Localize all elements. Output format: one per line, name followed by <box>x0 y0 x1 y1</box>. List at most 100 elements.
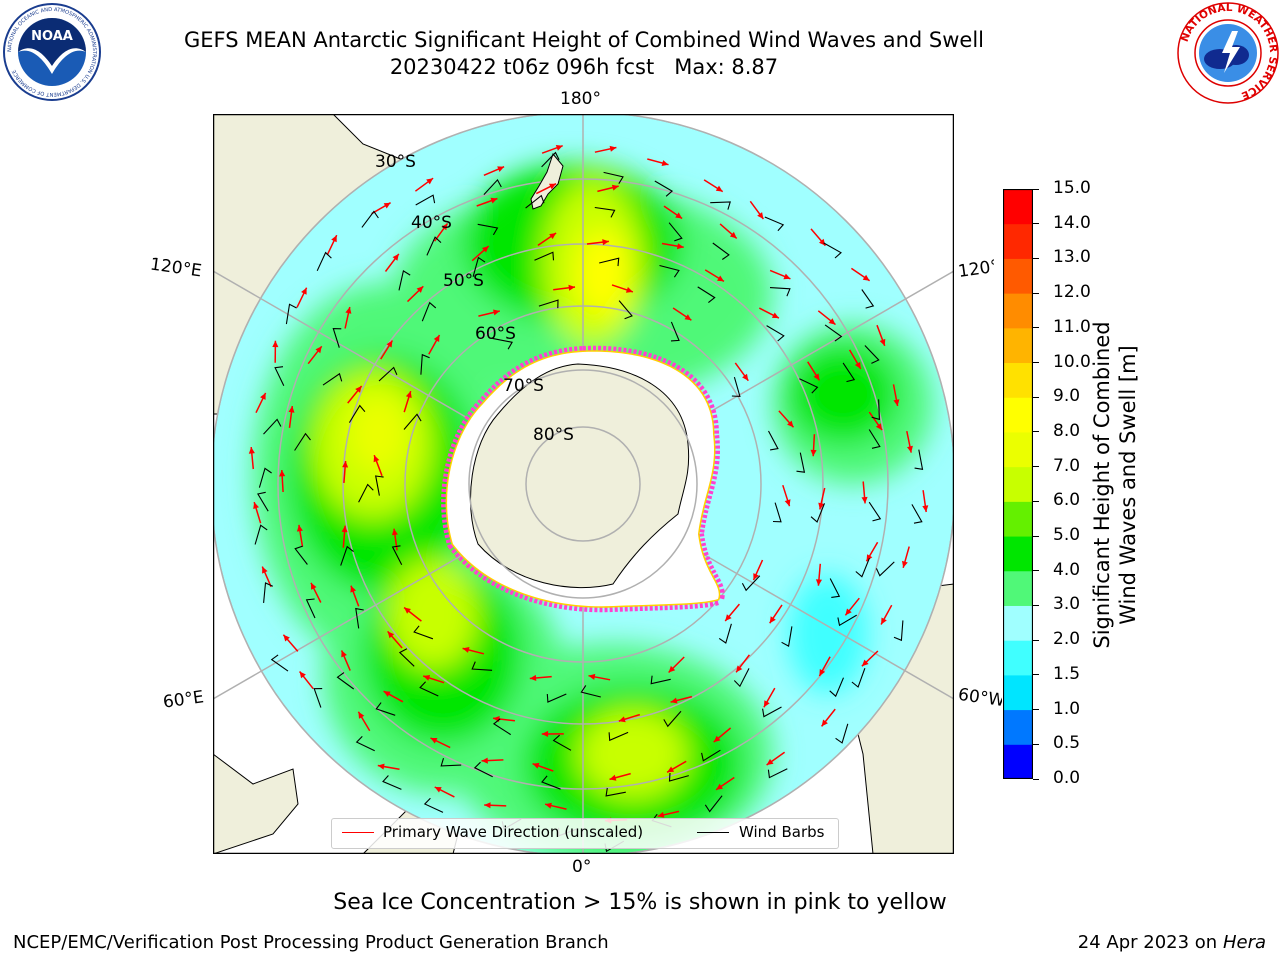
wind-barb <box>525 194 545 209</box>
lat-label-80s: 80°S <box>533 425 574 445</box>
wave-arrow-head <box>661 160 669 166</box>
wind-barb <box>835 723 849 744</box>
wind-barb <box>423 797 444 813</box>
wind-barb <box>340 545 354 566</box>
colorbar-segment <box>1003 466 1033 502</box>
wind-barb <box>861 289 875 309</box>
wave-arrow-head <box>262 566 268 574</box>
wind-barb <box>668 222 683 242</box>
wave-arrow-head <box>675 212 683 219</box>
wind-barb <box>911 504 923 524</box>
wind-barb <box>483 178 502 195</box>
wind-barb <box>538 299 559 309</box>
chart-title: GEFS MEAN Antarctic Significant Height o… <box>183 28 985 52</box>
barb-legend-line <box>697 832 729 833</box>
wave-arrow-head <box>355 386 362 393</box>
wave-arrow-head <box>404 607 411 614</box>
colorbar-segment <box>1003 536 1033 572</box>
colorbar-segment <box>1003 674 1033 711</box>
wind-barb <box>421 301 437 322</box>
wave-arrow-head <box>311 582 317 590</box>
wave-arrow-head <box>609 145 617 152</box>
wind-barb <box>375 702 396 716</box>
wind-barb <box>420 353 430 375</box>
wind-barb <box>733 668 750 688</box>
wave-arrow-head <box>248 447 255 454</box>
antarctica-landmass <box>470 363 690 589</box>
wind-barb <box>313 688 323 708</box>
wave-arrow-head <box>350 585 357 593</box>
wave-arrow-head <box>426 178 434 185</box>
wave-arrow-head <box>783 273 791 280</box>
colorbar-tick-label: 7.0 <box>1053 455 1081 476</box>
wave-arrow-head <box>828 318 836 325</box>
wave-arrow-head <box>416 286 424 293</box>
colorbar-segment <box>1003 605 1033 641</box>
colorbar-tick-mark <box>1033 223 1039 225</box>
colorbar-tick-mark <box>1033 292 1039 294</box>
wave-arrow-head <box>667 766 675 773</box>
wind-barb <box>654 180 674 197</box>
wave-arrow-head <box>341 525 348 533</box>
colorbar-tick-mark <box>1033 604 1039 606</box>
wave-arrow-head <box>875 423 882 431</box>
colorbar-tick-label: 11.0 <box>1053 316 1091 337</box>
wind-barb <box>659 264 680 278</box>
wave-arrow-head <box>879 338 886 346</box>
wind-barb <box>864 345 880 364</box>
lon-label-120e: 120°E <box>148 254 203 282</box>
wave-arrow-head <box>787 420 794 428</box>
wave-arrow-head <box>391 528 398 536</box>
lat-label-30s: 30°S <box>375 152 416 172</box>
wave-arrow-head <box>541 730 549 737</box>
wave-arrow-head <box>742 373 749 381</box>
colorbar-tick-label: 2.0 <box>1053 629 1081 650</box>
wave-arrow-head <box>725 614 732 621</box>
polar-map: 30°S 40°S 50°S 60°S 70°S 80°S Primary Wa… <box>212 113 955 855</box>
wave-arrow-head <box>845 608 852 616</box>
wind-barb <box>361 210 379 228</box>
wave-arrow-head <box>341 650 347 658</box>
wave-arrow-head <box>753 573 759 581</box>
wave-arrow-head <box>715 185 723 192</box>
wave-arrow-head <box>676 243 684 250</box>
wave-arrow-head <box>907 445 913 453</box>
new-zealand-landmass <box>530 152 564 210</box>
wind-barb <box>594 206 616 218</box>
wave-arrow-head <box>272 340 279 348</box>
wave-arrow-head <box>299 671 306 679</box>
wave-arrow-head <box>657 811 665 818</box>
wave-arrow-head <box>342 461 349 468</box>
wave-arrow-head <box>434 787 442 793</box>
colorbar-tick-label: 15.0 <box>1053 178 1091 198</box>
wave-arrow-head <box>769 616 776 624</box>
wind-barb <box>650 675 671 685</box>
colorbar-tick-label: 5.0 <box>1053 525 1081 546</box>
colorbar-tick-label: 13.0 <box>1053 247 1091 268</box>
wave-arrow-head <box>670 697 678 704</box>
wave-arrow-head <box>315 346 322 354</box>
lon-label-60w-clip: 60°W <box>954 680 1002 720</box>
map-border <box>212 113 955 855</box>
colorbar-tick-mark <box>1033 431 1039 433</box>
colorbar-tick-mark <box>1033 396 1039 398</box>
colorbar-tick-mark <box>1033 674 1039 676</box>
wind-barb <box>355 607 364 629</box>
colorbar-tick-label: 1.5 <box>1053 663 1081 684</box>
sea-ice-caption: Sea Ice Concentration > 15% is shown in … <box>333 890 947 915</box>
colorbar-tick-mark <box>1033 327 1039 329</box>
wind-barb <box>254 524 268 545</box>
wind-barb <box>712 242 730 260</box>
colorbar-tick-mark <box>1033 639 1039 641</box>
colorbar-segment <box>1003 189 1033 225</box>
wind-barb <box>670 321 680 342</box>
wind-barb <box>472 256 486 277</box>
wave-arrow-head <box>377 763 385 770</box>
wind-barb <box>769 287 791 297</box>
barb-legend-label: Wind Barbs <box>739 823 825 841</box>
wave-arrow-head <box>490 197 498 204</box>
wave-arrow-head <box>818 502 825 510</box>
wave-arrow-head <box>771 312 779 319</box>
wind-barb <box>355 736 375 752</box>
chart-subtitle: 20230422 t06z 096h fcst Max: 8.87 <box>389 55 779 79</box>
